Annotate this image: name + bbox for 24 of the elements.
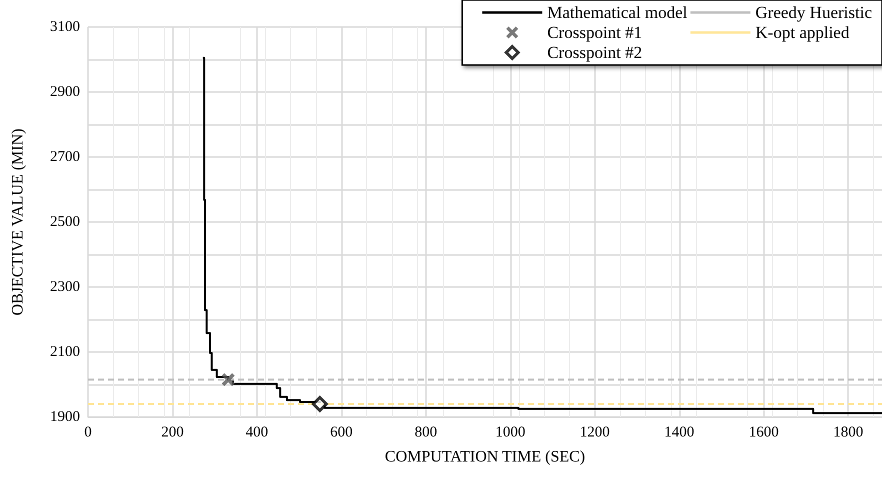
legend-label: Crosspoint #2 bbox=[547, 43, 642, 62]
x-tick-label: 800 bbox=[414, 424, 438, 440]
legend-label: Mathematical model bbox=[547, 3, 688, 22]
y-tick-label: 2300 bbox=[50, 279, 80, 295]
legend-label: K-opt applied bbox=[755, 23, 850, 42]
x-tick-label: 1800 bbox=[833, 424, 864, 440]
x-axis-title: COMPUTATION TIME (SEC) bbox=[384, 448, 586, 466]
x-tick-label: 400 bbox=[246, 424, 268, 440]
legend-label: Greedy Hueristic bbox=[755, 3, 872, 22]
x-tick-label: 1000 bbox=[495, 424, 526, 440]
y-tick-label: 2100 bbox=[50, 344, 80, 360]
legend-label: Crosspoint #1 bbox=[547, 23, 642, 42]
x-tick-label: 200 bbox=[161, 424, 184, 440]
x-tick-label: 1400 bbox=[664, 424, 694, 440]
x-tick-label: 600 bbox=[330, 424, 353, 440]
y-tick-label: 2900 bbox=[50, 84, 80, 100]
x-tick-label: 1600 bbox=[748, 424, 779, 440]
y-tick-label: 2500 bbox=[50, 214, 80, 230]
y-tick-label: 2700 bbox=[50, 149, 80, 165]
x-tick-label: 1200 bbox=[580, 424, 610, 440]
x-tick-label: 0 bbox=[84, 424, 92, 440]
y-tick-label: 1900 bbox=[50, 409, 80, 425]
y-axis-title: OBJECTIVE VALUE (MIN) bbox=[10, 128, 26, 316]
y-tick-label: 3100 bbox=[50, 19, 80, 35]
